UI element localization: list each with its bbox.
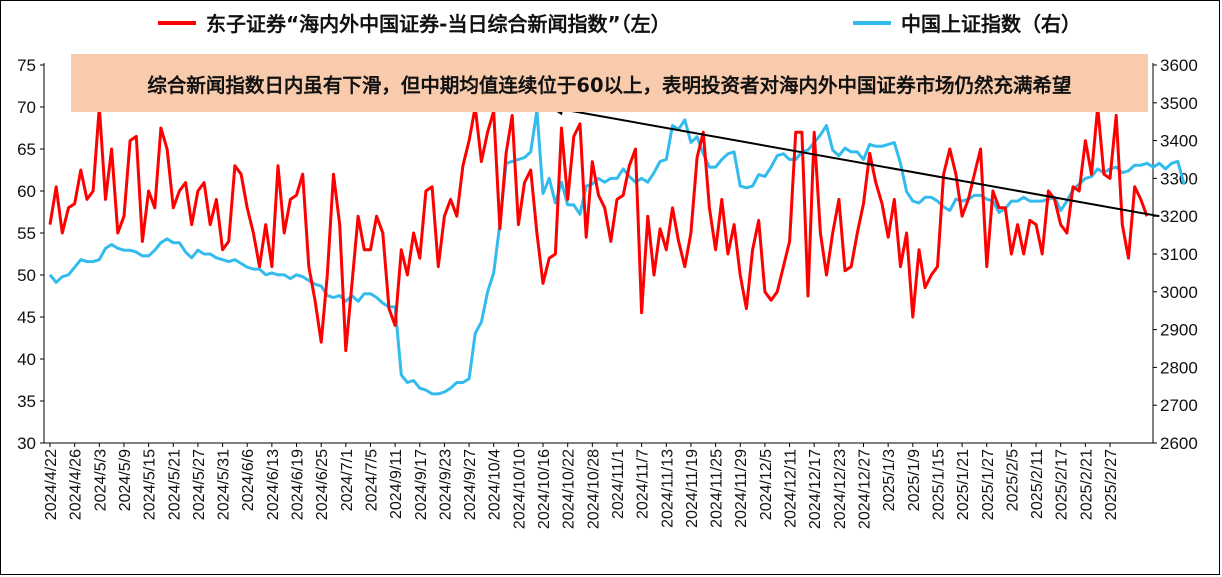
x-axis-tick-label: 2024/6/19 [290,449,307,520]
right-axis-tick-label: 3600 [1160,56,1198,75]
x-axis-tick-label: 2024/12/23 [832,449,849,529]
x-axis-tick-label: 2024/9/27 [462,449,479,520]
x-axis-tick-label: 2024/6/13 [265,449,282,520]
x-axis-tick-label: 2024/11/13 [659,449,676,528]
x-axis-tick-label: 2024/5/27 [191,449,208,520]
x-axis-tick-label: 2024/5/15 [142,449,159,520]
x-axis-tick-label: 2025/2/11 [1029,449,1046,519]
x-axis-tick-label: 2025/1/9 [906,449,923,511]
x-axis-tick-label: 2024/11/1 [610,449,627,519]
left-axis-tick-label: 40 [17,350,36,369]
x-axis-tick-label: 2024/5/3 [92,449,109,511]
legend-swatch-news-index [158,20,196,25]
legend: 东子证券“海内外中国证券-当日综合新闻指数”（左） 中国上证指数（右） [0,8,1222,38]
x-axis-tick-label: 2024/12/27 [857,449,874,529]
x-axis-tick-label: 2024/10/28 [585,449,602,529]
left-axis-tick-label: 65 [17,140,36,159]
x-axis-tick-label: 2024/11/7 [635,449,652,519]
x-axis-tick-label: 2025/2/5 [1004,449,1021,511]
x-axis-tick-label: 2025/1/15 [930,449,947,520]
right-axis-tick-label: 3200 [1160,207,1198,226]
legend-item-sse-index: 中国上证指数（右） [853,8,1081,37]
x-axis-tick-label: 2025/1/21 [955,449,972,520]
x-axis-tick-label: 2024/11/19 [684,449,701,528]
right-axis-tick-label: 3000 [1160,283,1198,302]
x-axis-tick-label: 2024/7/1 [339,449,356,511]
sse-index-line [48,108,1186,396]
left-axis-tick-label: 55 [17,224,36,243]
left-axis-tick-label: 45 [17,308,36,327]
x-axis-tick-label: 2024/9/23 [437,449,454,520]
x-axis-tick-label: 2025/2/21 [1078,449,1095,520]
left-axis-tick-label: 30 [17,434,36,453]
x-axis-tick-label: 2024/6/6 [240,449,257,511]
x-axis-tick-label: 2025/2/27 [1103,449,1120,520]
x-axis-tick-label: 2024/11/25 [709,449,726,528]
annotation-banner: 综合新闻指数日内虽有下滑，但中期均值连续位于60以上，表明投资者对海内外中国证券… [71,54,1148,112]
x-axis-tick-label: 2024/5/31 [216,449,233,520]
right-axis-tick-label: 3500 [1160,94,1198,113]
right-axis-tick-label: 2900 [1160,321,1198,340]
x-axis-tick-label: 2024/12/17 [807,449,824,529]
left-axis-tick-label: 70 [17,98,36,117]
news-index-line [48,105,1149,353]
left-axis-tick-label: 50 [17,266,36,285]
right-axis-tick-label: 2700 [1160,396,1198,415]
x-axis-tick-label: 2024/11/29 [733,449,750,528]
trend-arrow-line [549,106,1160,218]
right-axis-tick-label: 3300 [1160,169,1198,188]
left-axis-tick-label: 75 [17,56,36,75]
x-axis-tick-label: 2024/12/5 [758,449,775,520]
x-axis-tick-label: 2024/7/5 [363,449,380,511]
x-axis-tick-label: 2024/10/22 [561,449,578,529]
legend-item-news-index: 东子证券“海内外中国证券-当日综合新闻指数”（左） [158,8,671,37]
x-axis-tick-label: 2024/4/22 [43,449,60,520]
x-axis-tick-label: 2024/12/11 [783,449,800,528]
right-axis-tick-label: 2800 [1160,358,1198,377]
legend-label-news-index: 东子证券“海内外中国证券-当日综合新闻指数”（左） [206,12,671,36]
x-axis-tick-label: 2025/1/27 [980,449,997,520]
left-axis-tick-label: 60 [17,182,36,201]
right-axis-tick-label: 2600 [1160,434,1198,453]
x-axis-tick-label: 2025/1/3 [881,449,898,511]
x-axis-tick-label: 2024/10/10 [511,449,528,529]
x-axis-tick-label: 2024/9/17 [413,449,430,520]
x-axis-tick-label: 2024/4/26 [68,449,85,520]
x-axis-tick-label: 2024/5/9 [117,449,134,511]
x-axis-tick-label: 2024/5/21 [166,449,183,520]
x-axis-tick-label: 2024/10/4 [487,449,504,520]
legend-swatch-sse-index [853,20,891,25]
annotation-banner-text: 综合新闻指数日内虽有下滑，但中期均值连续位于60以上，表明投资者对海内外中国证券… [147,73,1072,97]
right-axis-tick-label: 3100 [1160,245,1198,264]
x-axis-tick-label: 2024/10/16 [536,449,553,529]
x-axis-tick-label: 2025/2/17 [1054,449,1071,520]
x-axis-tick-label: 2024/6/25 [314,449,331,520]
left-axis-tick-label: 35 [17,392,36,411]
right-axis-tick-label: 3400 [1160,132,1198,151]
x-axis-tick-label: 2024/9/11 [388,449,405,519]
legend-label-sse-index: 中国上证指数（右） [901,12,1081,36]
